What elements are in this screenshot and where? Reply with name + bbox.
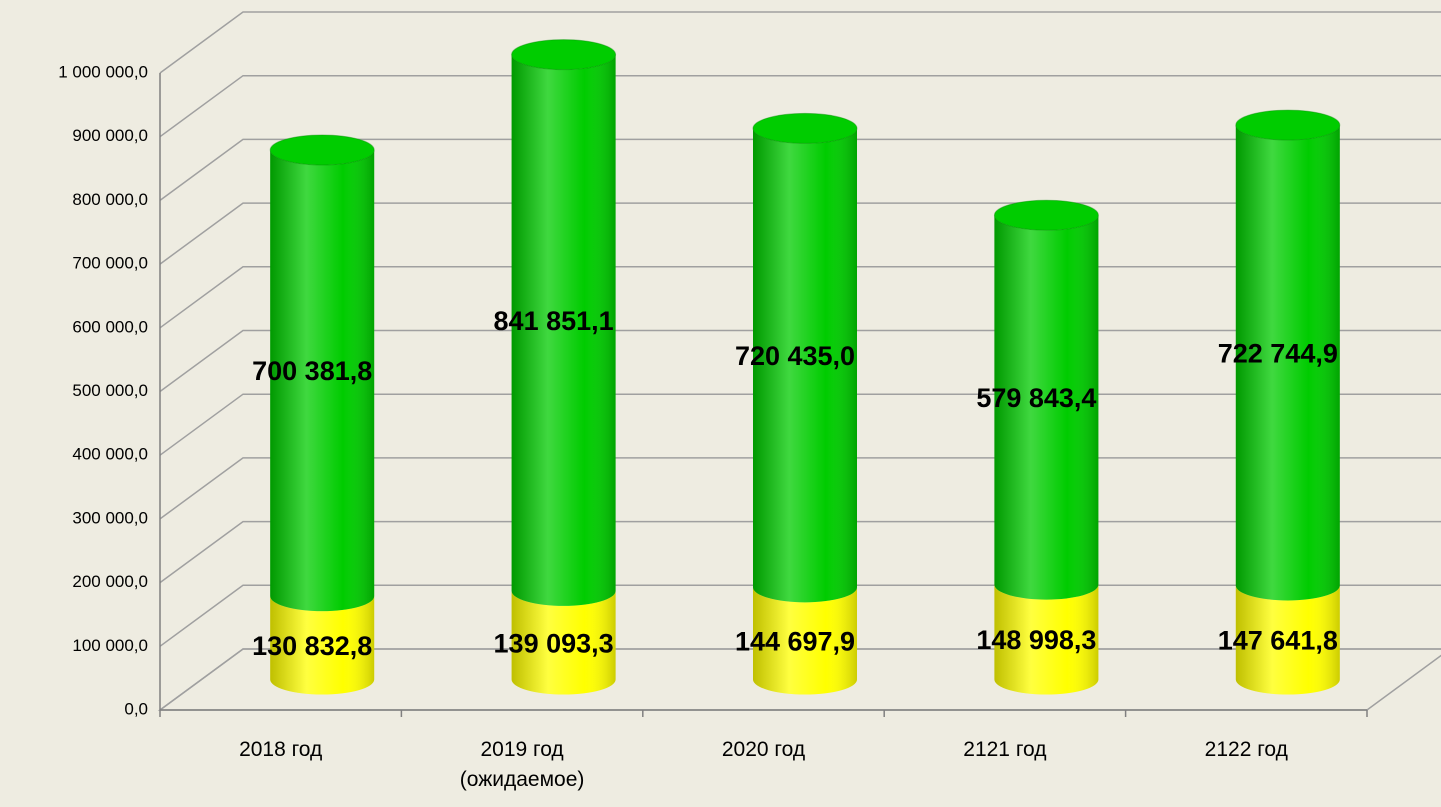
grid-line xyxy=(159,74,1441,138)
bar-shading xyxy=(270,150,375,612)
value-label: 720 435,0 xyxy=(735,341,855,371)
y-tick-label: 500 000,0 xyxy=(72,381,148,400)
x-tick-label: 2019 год (ожидаемое) xyxy=(459,738,585,791)
y-tick-label: 400 000,0 xyxy=(72,445,148,464)
value-label: 148 998,3 xyxy=(976,625,1096,655)
value-label: 144 697,9 xyxy=(735,627,855,657)
y-tick-label: 100 000,0 xyxy=(72,636,148,655)
value-label: 700 381,8 xyxy=(252,356,372,386)
bar-shading xyxy=(270,596,375,695)
value-label: 722 744,9 xyxy=(1218,338,1338,368)
y-tick-label: 900 000,0 xyxy=(72,126,148,145)
y-tick-label: 300 000,0 xyxy=(72,508,148,527)
y-tick-label: 1 000 000,0 xyxy=(58,62,148,81)
bar-top xyxy=(993,199,1099,231)
x-tick-label: 2121 год xyxy=(963,738,1047,761)
bar-shading xyxy=(1235,125,1340,601)
value-label: 139 093,3 xyxy=(494,628,614,658)
bar-top xyxy=(511,39,617,71)
bar-top xyxy=(752,112,858,144)
grid-line xyxy=(159,11,1441,74)
value-label: 841 851,1 xyxy=(494,306,614,336)
y-tick-label: 800 000,0 xyxy=(72,190,148,209)
value-label: 147 641,8 xyxy=(1218,626,1338,656)
bar-shading xyxy=(753,128,857,603)
y-tick-label: 0,0 xyxy=(124,699,148,718)
bar-shading xyxy=(511,54,616,606)
value-label: 579 843,4 xyxy=(976,383,1096,413)
x-tick-label: 2122 год xyxy=(1204,738,1288,761)
bar-shading xyxy=(753,587,857,695)
value-label: 130 832,8 xyxy=(252,631,372,661)
bar-shading xyxy=(1235,585,1340,695)
y-tick-label: 600 000,0 xyxy=(72,317,148,336)
bar-top xyxy=(269,134,375,166)
bar-top xyxy=(1235,109,1341,141)
x-tick-label: 2020 год xyxy=(721,738,806,761)
y-tick-label: 700 000,0 xyxy=(72,254,148,273)
y-tick-label: 200 000,0 xyxy=(72,572,148,591)
x-tick-label: 2018 год xyxy=(239,738,323,761)
bar-shading xyxy=(994,215,1099,600)
grid-line xyxy=(159,138,1441,202)
bar-shading xyxy=(994,584,1099,695)
bar-shading xyxy=(511,590,616,695)
